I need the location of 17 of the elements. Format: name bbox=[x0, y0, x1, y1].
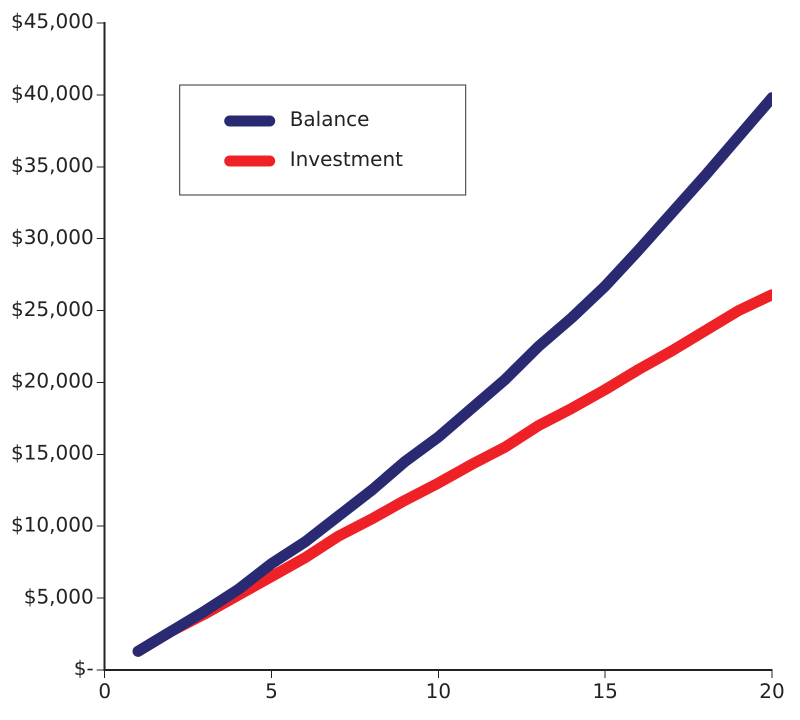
y-tick-label: $5,000 bbox=[24, 584, 94, 608]
x-tick-label: 10 bbox=[426, 679, 452, 704]
y-tick-label: $35,000 bbox=[10, 152, 94, 177]
y-tick-label: $40,000 bbox=[10, 81, 94, 106]
y-tick-label: $45,000 bbox=[10, 9, 94, 34]
x-tick-label: 15 bbox=[592, 679, 618, 704]
legend-label: Balance bbox=[290, 107, 370, 132]
y-tick-label: $15,000 bbox=[10, 440, 94, 465]
y-tick-label: $20,000 bbox=[10, 368, 94, 393]
y-tick-label: $25,000 bbox=[10, 296, 94, 321]
x-tick-label: 20 bbox=[759, 679, 785, 704]
y-tick-label: $- bbox=[74, 656, 94, 680]
legend-label: Investment bbox=[290, 147, 404, 172]
y-tick-label: $10,000 bbox=[10, 512, 94, 536]
y-tick-label: $30,000 bbox=[10, 224, 94, 249]
x-tick-label: 5 bbox=[265, 679, 278, 704]
x-tick-label: 0 bbox=[98, 679, 112, 704]
